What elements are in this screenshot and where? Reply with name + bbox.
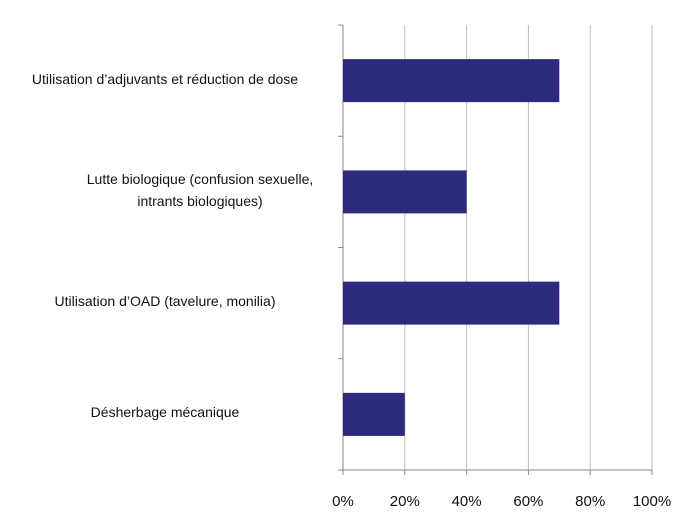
x-tick-label: 60% xyxy=(513,493,543,510)
category-label: Utilisation d’OAD (tavelure, monilia) xyxy=(54,293,276,310)
bar xyxy=(343,392,405,436)
x-tick-label: 80% xyxy=(575,493,605,510)
category-label: Désherbage mécanique xyxy=(90,404,240,421)
x-tick-label: 40% xyxy=(452,493,482,510)
bar xyxy=(343,170,467,214)
category-label: Utilisation d’adjuvants et réduction de … xyxy=(31,70,299,87)
x-tick-label: 20% xyxy=(390,493,420,510)
x-tick-label: 0% xyxy=(332,493,354,510)
category-label: Lutte biologique (confusion sexuelle, in… xyxy=(86,170,314,209)
bar xyxy=(343,281,560,325)
bar xyxy=(343,59,560,103)
x-tick-label: 100% xyxy=(633,493,671,510)
